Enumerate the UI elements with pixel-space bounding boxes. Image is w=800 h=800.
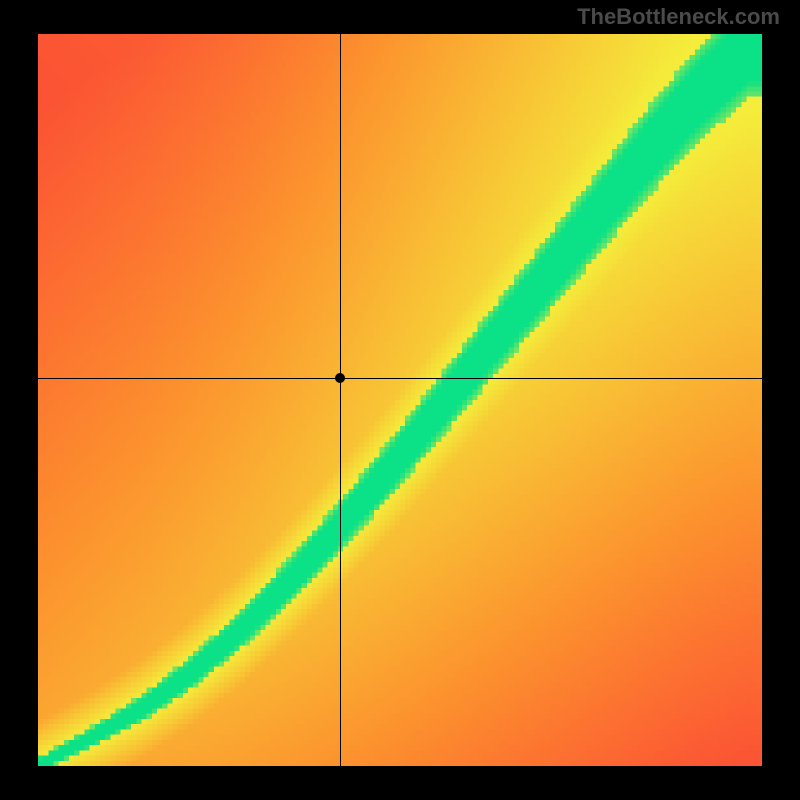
heatmap-canvas bbox=[38, 34, 762, 766]
crosshair-horizontal bbox=[38, 378, 762, 379]
crosshair-vertical bbox=[340, 34, 341, 766]
bottleneck-heatmap bbox=[38, 34, 762, 766]
watermark-text: TheBottleneck.com bbox=[577, 4, 780, 30]
marker-dot bbox=[335, 373, 345, 383]
